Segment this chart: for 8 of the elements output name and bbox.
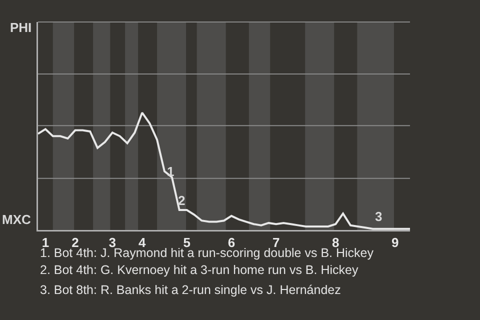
text: 3. Bot 8th: R. Banks hit a 2-run single vs J. Hernández xyxy=(40,283,341,297)
text: PHI xyxy=(10,20,32,35)
annotation: 2 xyxy=(178,193,186,208)
annotation: 3 xyxy=(375,209,382,224)
x-tick-label: 9 xyxy=(392,235,399,250)
annotation: 1 xyxy=(167,164,174,179)
text: MXC xyxy=(2,212,32,227)
text: 2. Bot 4th: G. Kvernoey hit a 3-run home run vs B. Hickey xyxy=(40,263,359,277)
